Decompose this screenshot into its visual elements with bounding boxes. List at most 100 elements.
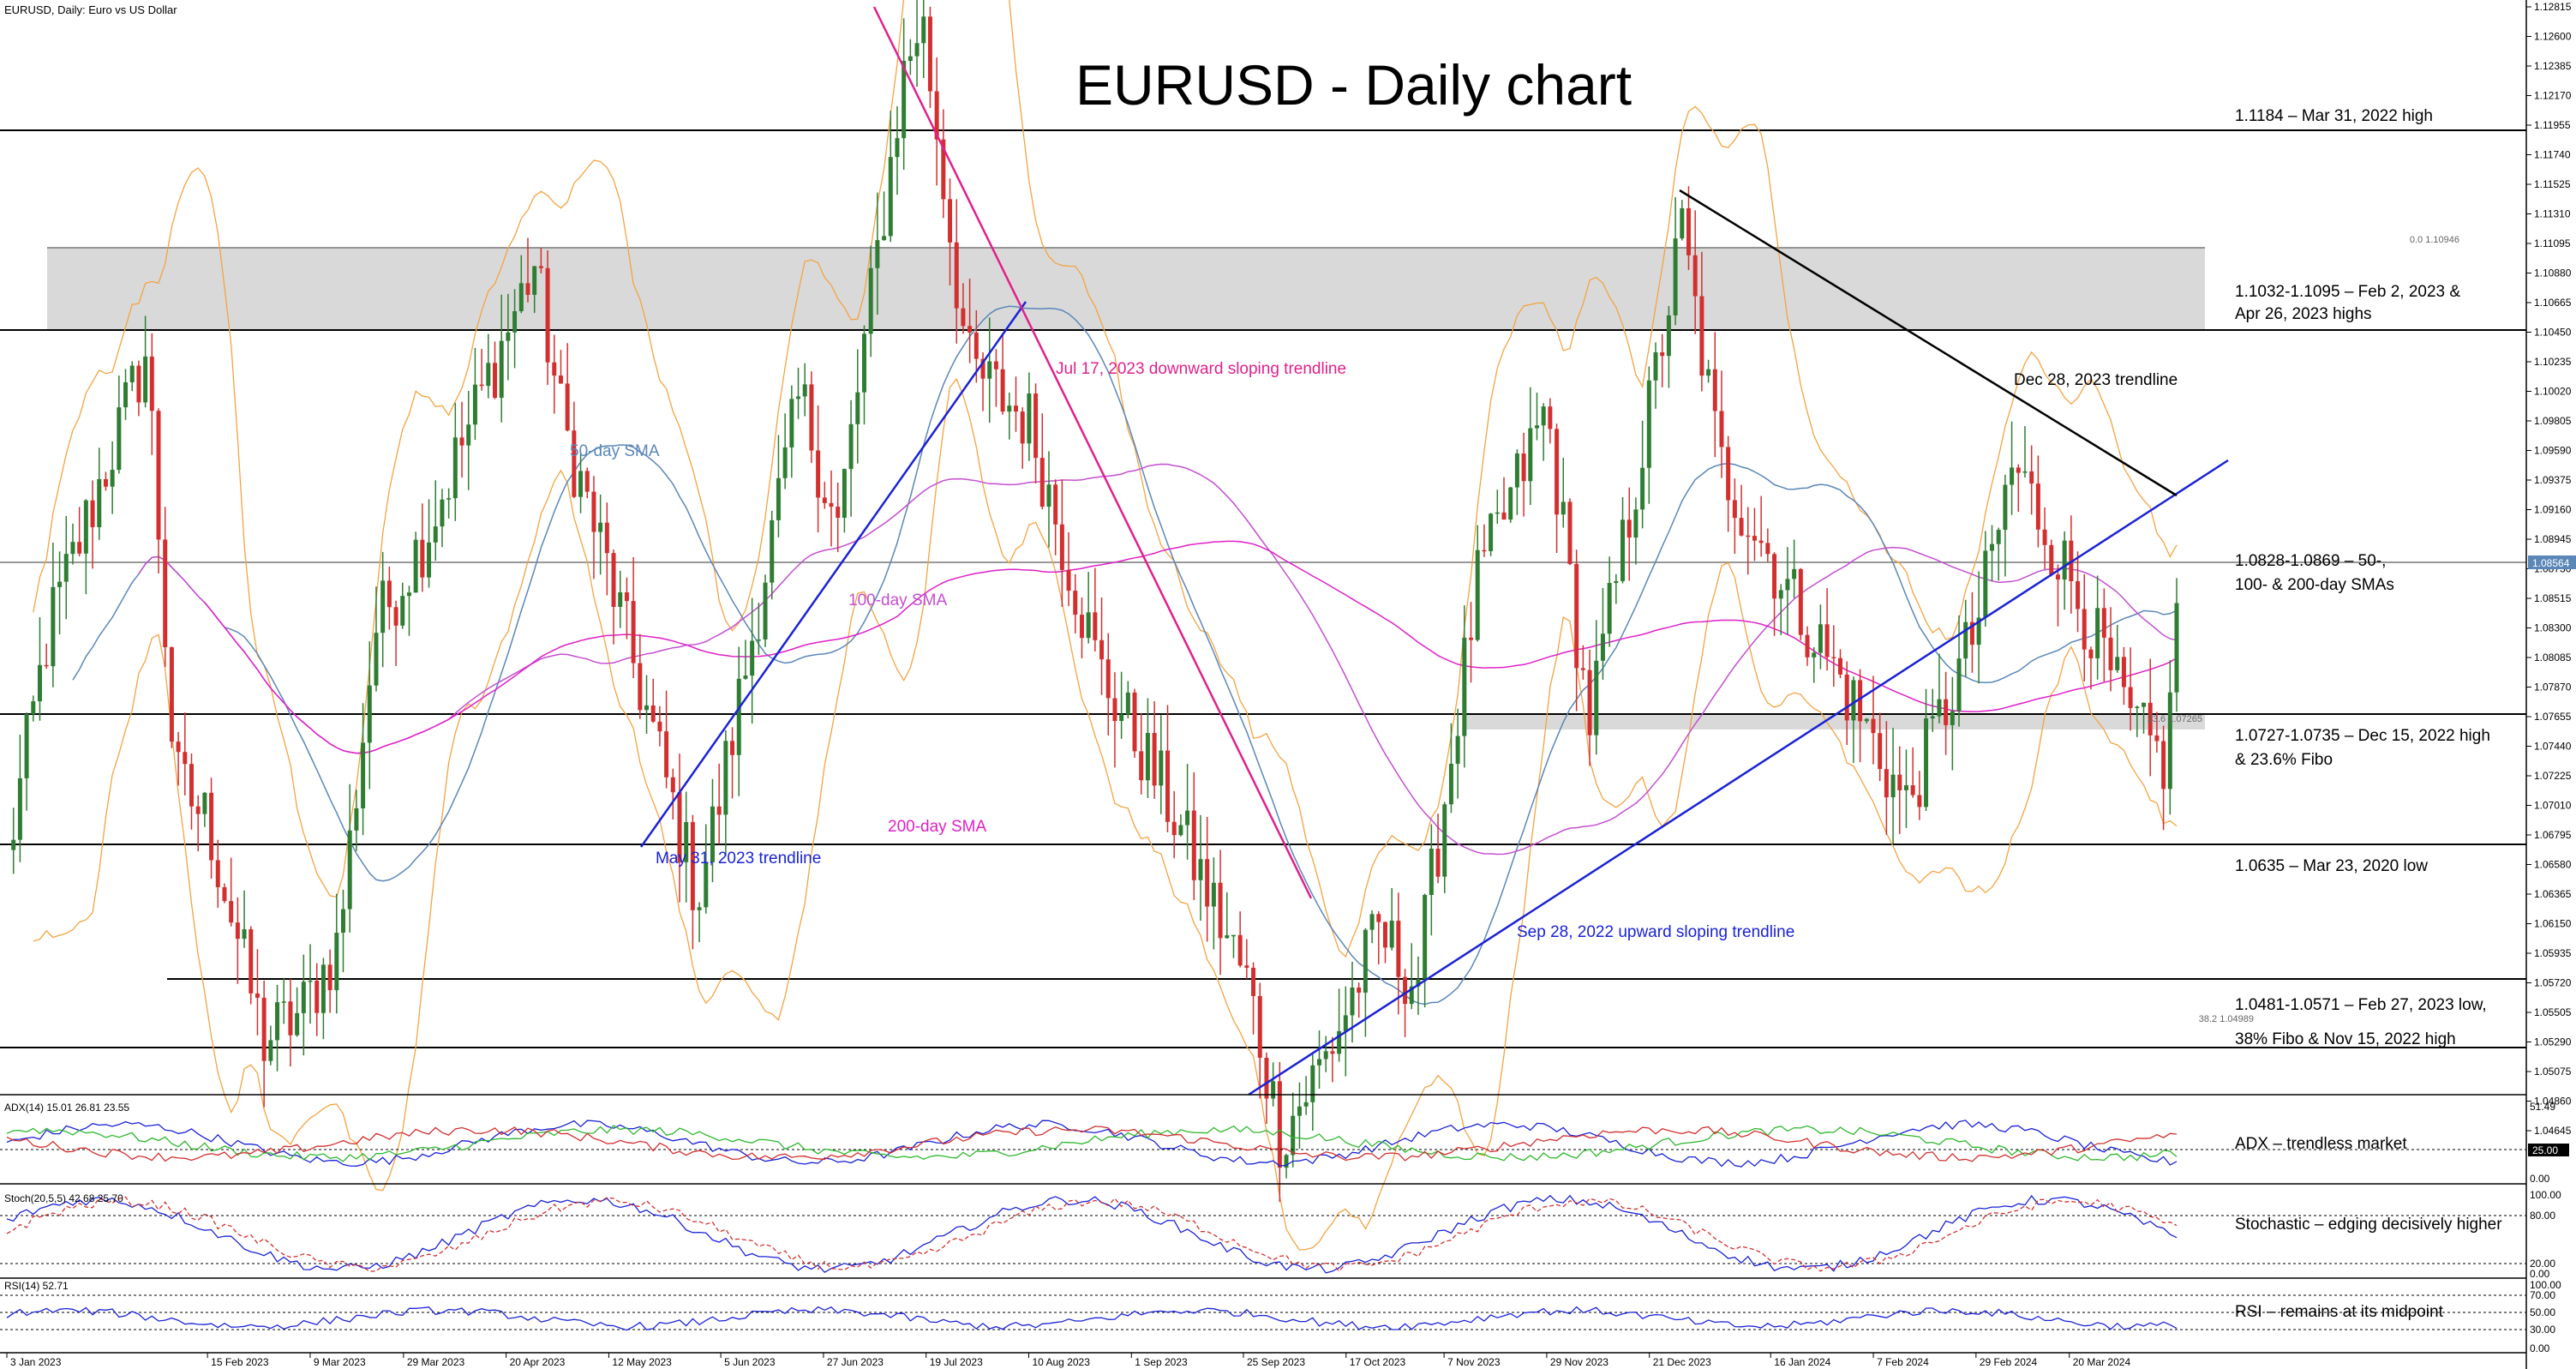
level-label-0635: 1.0635 – Mar 23, 2020 low [2235,857,2428,875]
candle-body [1574,563,1579,669]
adx-tick-25: 25.00 [2532,1144,2558,1156]
adx-minus-di-line [6,1126,2178,1162]
stoch-tick-100: 100.00 [2530,1189,2561,1201]
candle-body [1152,733,1157,786]
candle-body [2128,687,2133,708]
candle-body [1409,986,1414,1005]
candle-body [1159,750,1164,786]
candle-body [452,437,458,499]
candle-body [993,361,998,369]
candle-body [697,907,702,910]
candle-body [1013,405,1018,412]
candle-body [1930,716,1935,719]
candle-body [1917,795,1922,808]
candle-body [861,333,866,393]
candle-body [11,839,16,850]
candle-body [770,519,775,583]
candle-body [1053,484,1058,525]
candle-body [499,340,504,398]
candle-body [1284,1155,1289,1168]
rsi-tick-0: 0.00 [2530,1342,2550,1354]
candle-body [1594,660,1599,736]
rsi-tick-70: 70.00 [2530,1289,2555,1301]
candle-body [1890,774,1896,798]
stoch-k-line [6,1194,2178,1274]
candle-body [796,396,801,399]
candle-body [1798,568,1803,635]
price-tick-label: 1.08515 [2534,592,2572,604]
candle-body [809,384,814,451]
candle-body [433,526,438,543]
price-tick-label: 1.07010 [2534,800,2572,812]
candle-body [1851,680,1856,721]
candle-body [1198,859,1203,880]
candle-body [1099,639,1105,660]
may-31-trendline [639,301,1027,848]
candle-body [1937,699,1942,717]
candle-body [644,705,650,711]
candle-body [1132,692,1137,752]
candle-body [934,91,939,140]
price-tick-label: 1.10450 [2534,327,2572,339]
candle-body [855,392,860,424]
candle-body [249,929,254,994]
candle-body [1191,810,1196,880]
candle-body [2055,574,2060,580]
price-tick-label: 1.09160 [2534,504,2572,516]
candle-body [1416,979,1421,987]
rsi-note: RSI – remains at its midpoint [2235,1303,2444,1321]
candle-body [380,580,386,633]
candle-body [914,43,920,57]
candle-body [308,980,313,982]
candle-body [1093,612,1098,640]
price-tick-label: 1.06580 [2534,859,2572,871]
candle-body [882,236,887,241]
price-tick-label: 1.09805 [2534,415,2572,427]
candle-body [1897,774,1902,790]
candle-body [532,266,537,295]
current-price-label: 1.08564 [2532,557,2570,569]
sep-28-uptrend-line [1248,459,2229,1096]
candle-body [2101,608,2106,638]
candle-body [1291,1115,1296,1156]
candle-body [24,714,29,778]
candle-body [1046,484,1051,507]
rsi-tick-30: 30.00 [2530,1324,2555,1336]
candle-body [486,363,491,387]
stoch-tick-20: 20.00 [2530,1258,2555,1270]
candle-body [1225,935,1230,939]
candle-body [1996,530,2001,544]
candle-body [1079,615,1084,639]
bollinger-bands [33,0,2178,1251]
candle-body [1620,519,1626,581]
candle-body [301,982,306,1013]
candle-body [2049,544,2054,575]
candle-body [117,407,122,471]
candle-body [1719,411,1724,447]
candle-body [591,491,596,532]
level-label-0727-a: 1.0727-1.0735 – Dec 15, 2022 high [2235,727,2490,745]
candle-body [1343,1015,1348,1031]
candle-body [176,742,181,753]
candle-body [1699,296,1704,376]
candle-body [1086,612,1091,639]
candle-body [1541,406,1546,426]
candle-body [420,539,425,578]
level-label-0481: 1.0481-1.0571 – Feb 27, 2023 low, [2235,996,2487,1014]
rsi-pane [0,1294,2526,1354]
candle-body [518,283,524,312]
candle-body [604,522,609,554]
price-tick-label: 1.05075 [2534,1066,2572,1078]
candle-body [2062,540,2067,580]
candle-body [354,808,359,831]
candle-body [1580,668,1585,670]
candle-body [1244,965,1249,968]
candle-body [2115,657,2120,670]
candle-body [222,886,227,902]
candle-body [321,964,326,1013]
candle-body [868,267,873,334]
date-tick-label: 3 Jan 2023 [10,1356,62,1368]
candle-body [584,471,590,492]
level-label-1184: 1.1184 – Mar 31, 2022 high [2235,107,2433,125]
symbol-label: EURUSD, Daily: Euro vs US Dollar [4,3,177,16]
